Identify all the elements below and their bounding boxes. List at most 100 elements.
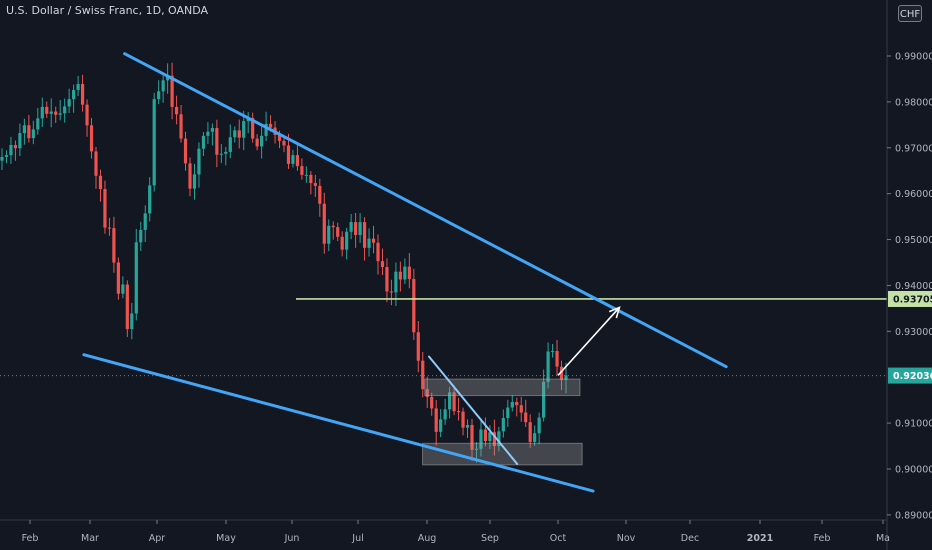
candle [174, 95, 179, 125]
x-tick-label: Aug [418, 533, 437, 544]
candle-body [268, 123, 273, 128]
candle [407, 253, 411, 289]
candle [340, 231, 344, 257]
candle-body [461, 411, 465, 428]
candle-body [224, 151, 228, 154]
candle-body [192, 174, 197, 189]
candle [148, 177, 152, 222]
candle [331, 221, 335, 240]
x-tick-label: Ma [876, 533, 890, 544]
candle [380, 248, 385, 275]
candle [537, 412, 541, 445]
candle [367, 228, 371, 257]
candle [89, 118, 94, 159]
x-tick-label: Oct [550, 533, 567, 544]
candle-body [470, 424, 474, 450]
candle-body [85, 104, 89, 126]
x-tick-label: 2021 [747, 533, 773, 544]
candle-body [371, 238, 376, 243]
price-axis[interactable]: 0.99000 0.98000 0.97000 0.96000 0.95000 0.940… [886, 0, 932, 550]
candle [336, 222, 340, 242]
candle-body [215, 128, 219, 155]
currency-button[interactable]: CHF [898, 5, 922, 22]
candle-body [327, 225, 331, 244]
descending-breakout-line[interactable] [428, 355, 519, 465]
candle [45, 101, 49, 118]
candle [233, 126, 237, 143]
candle-body [89, 125, 94, 152]
candle [18, 123, 22, 157]
candle [49, 98, 53, 128]
candle [27, 114, 31, 143]
candle-body [322, 203, 326, 244]
candle-body [345, 231, 349, 250]
arrow-shaft [557, 306, 621, 376]
candle [456, 397, 461, 421]
candle-body [412, 279, 416, 333]
candle [528, 414, 532, 448]
candle [448, 386, 452, 419]
candle-body [40, 106, 44, 119]
resistance-price-badge: 0.93705 [888, 290, 932, 307]
y-tick-label: 0.93000 [895, 327, 932, 338]
candle [134, 228, 138, 321]
candle-body [358, 222, 362, 235]
candle-body [380, 261, 385, 268]
candle-body [197, 148, 201, 175]
candle [403, 258, 407, 284]
y-tick-label: 0.96000 [895, 189, 932, 200]
candle-body [524, 412, 528, 423]
candle-body [18, 133, 22, 149]
last-price-badge-label: 0.92036 [893, 371, 932, 382]
candle-body [421, 360, 425, 390]
candle-body [537, 417, 541, 434]
candle [80, 74, 85, 112]
upper-channel-line[interactable] [123, 52, 728, 369]
candle-body [528, 422, 532, 442]
candle-body [188, 163, 192, 189]
candle [210, 123, 214, 146]
projection-arrow[interactable] [557, 306, 621, 376]
candle [362, 217, 367, 261]
candle-body [206, 131, 210, 136]
resistance-price-badge-bg [888, 290, 932, 307]
candle [479, 419, 483, 457]
candle [385, 258, 389, 303]
candle-body [354, 222, 358, 235]
candle [242, 110, 246, 151]
candle-body [407, 266, 411, 280]
candle [327, 219, 331, 251]
candle [40, 97, 44, 127]
candle-body [112, 228, 116, 263]
candle [107, 217, 112, 236]
lower-support-zone[interactable] [422, 442, 583, 466]
candle-body [98, 175, 103, 190]
candle [559, 360, 564, 390]
candle [31, 120, 35, 145]
candle-body [233, 130, 237, 138]
candle-body [286, 145, 291, 164]
candle [197, 142, 201, 188]
candle-body [430, 396, 434, 409]
candle [112, 216, 116, 273]
candle-body [210, 128, 214, 132]
candle [125, 280, 129, 337]
candle-body [465, 424, 470, 428]
candle-body [179, 114, 183, 139]
candle [349, 214, 353, 240]
y-tick-label: 0.94000 [895, 281, 932, 292]
upper-support-zone[interactable] [424, 378, 581, 397]
candle [389, 279, 394, 306]
time-axis[interactable]: Feb Mar Apr May Jun Jul Aug Sep Oct Nov Dec 2021 Feb… [0, 519, 890, 544]
lower-channel-line[interactable] [82, 353, 595, 493]
candle [506, 399, 510, 427]
candle-body [183, 138, 188, 164]
candle [143, 205, 147, 243]
y-tick-label: 0.91000 [895, 419, 932, 430]
candle-body [492, 432, 496, 447]
candle-body [201, 135, 206, 149]
candle [515, 397, 519, 417]
candle-body [277, 134, 282, 141]
candle-body [9, 145, 13, 156]
